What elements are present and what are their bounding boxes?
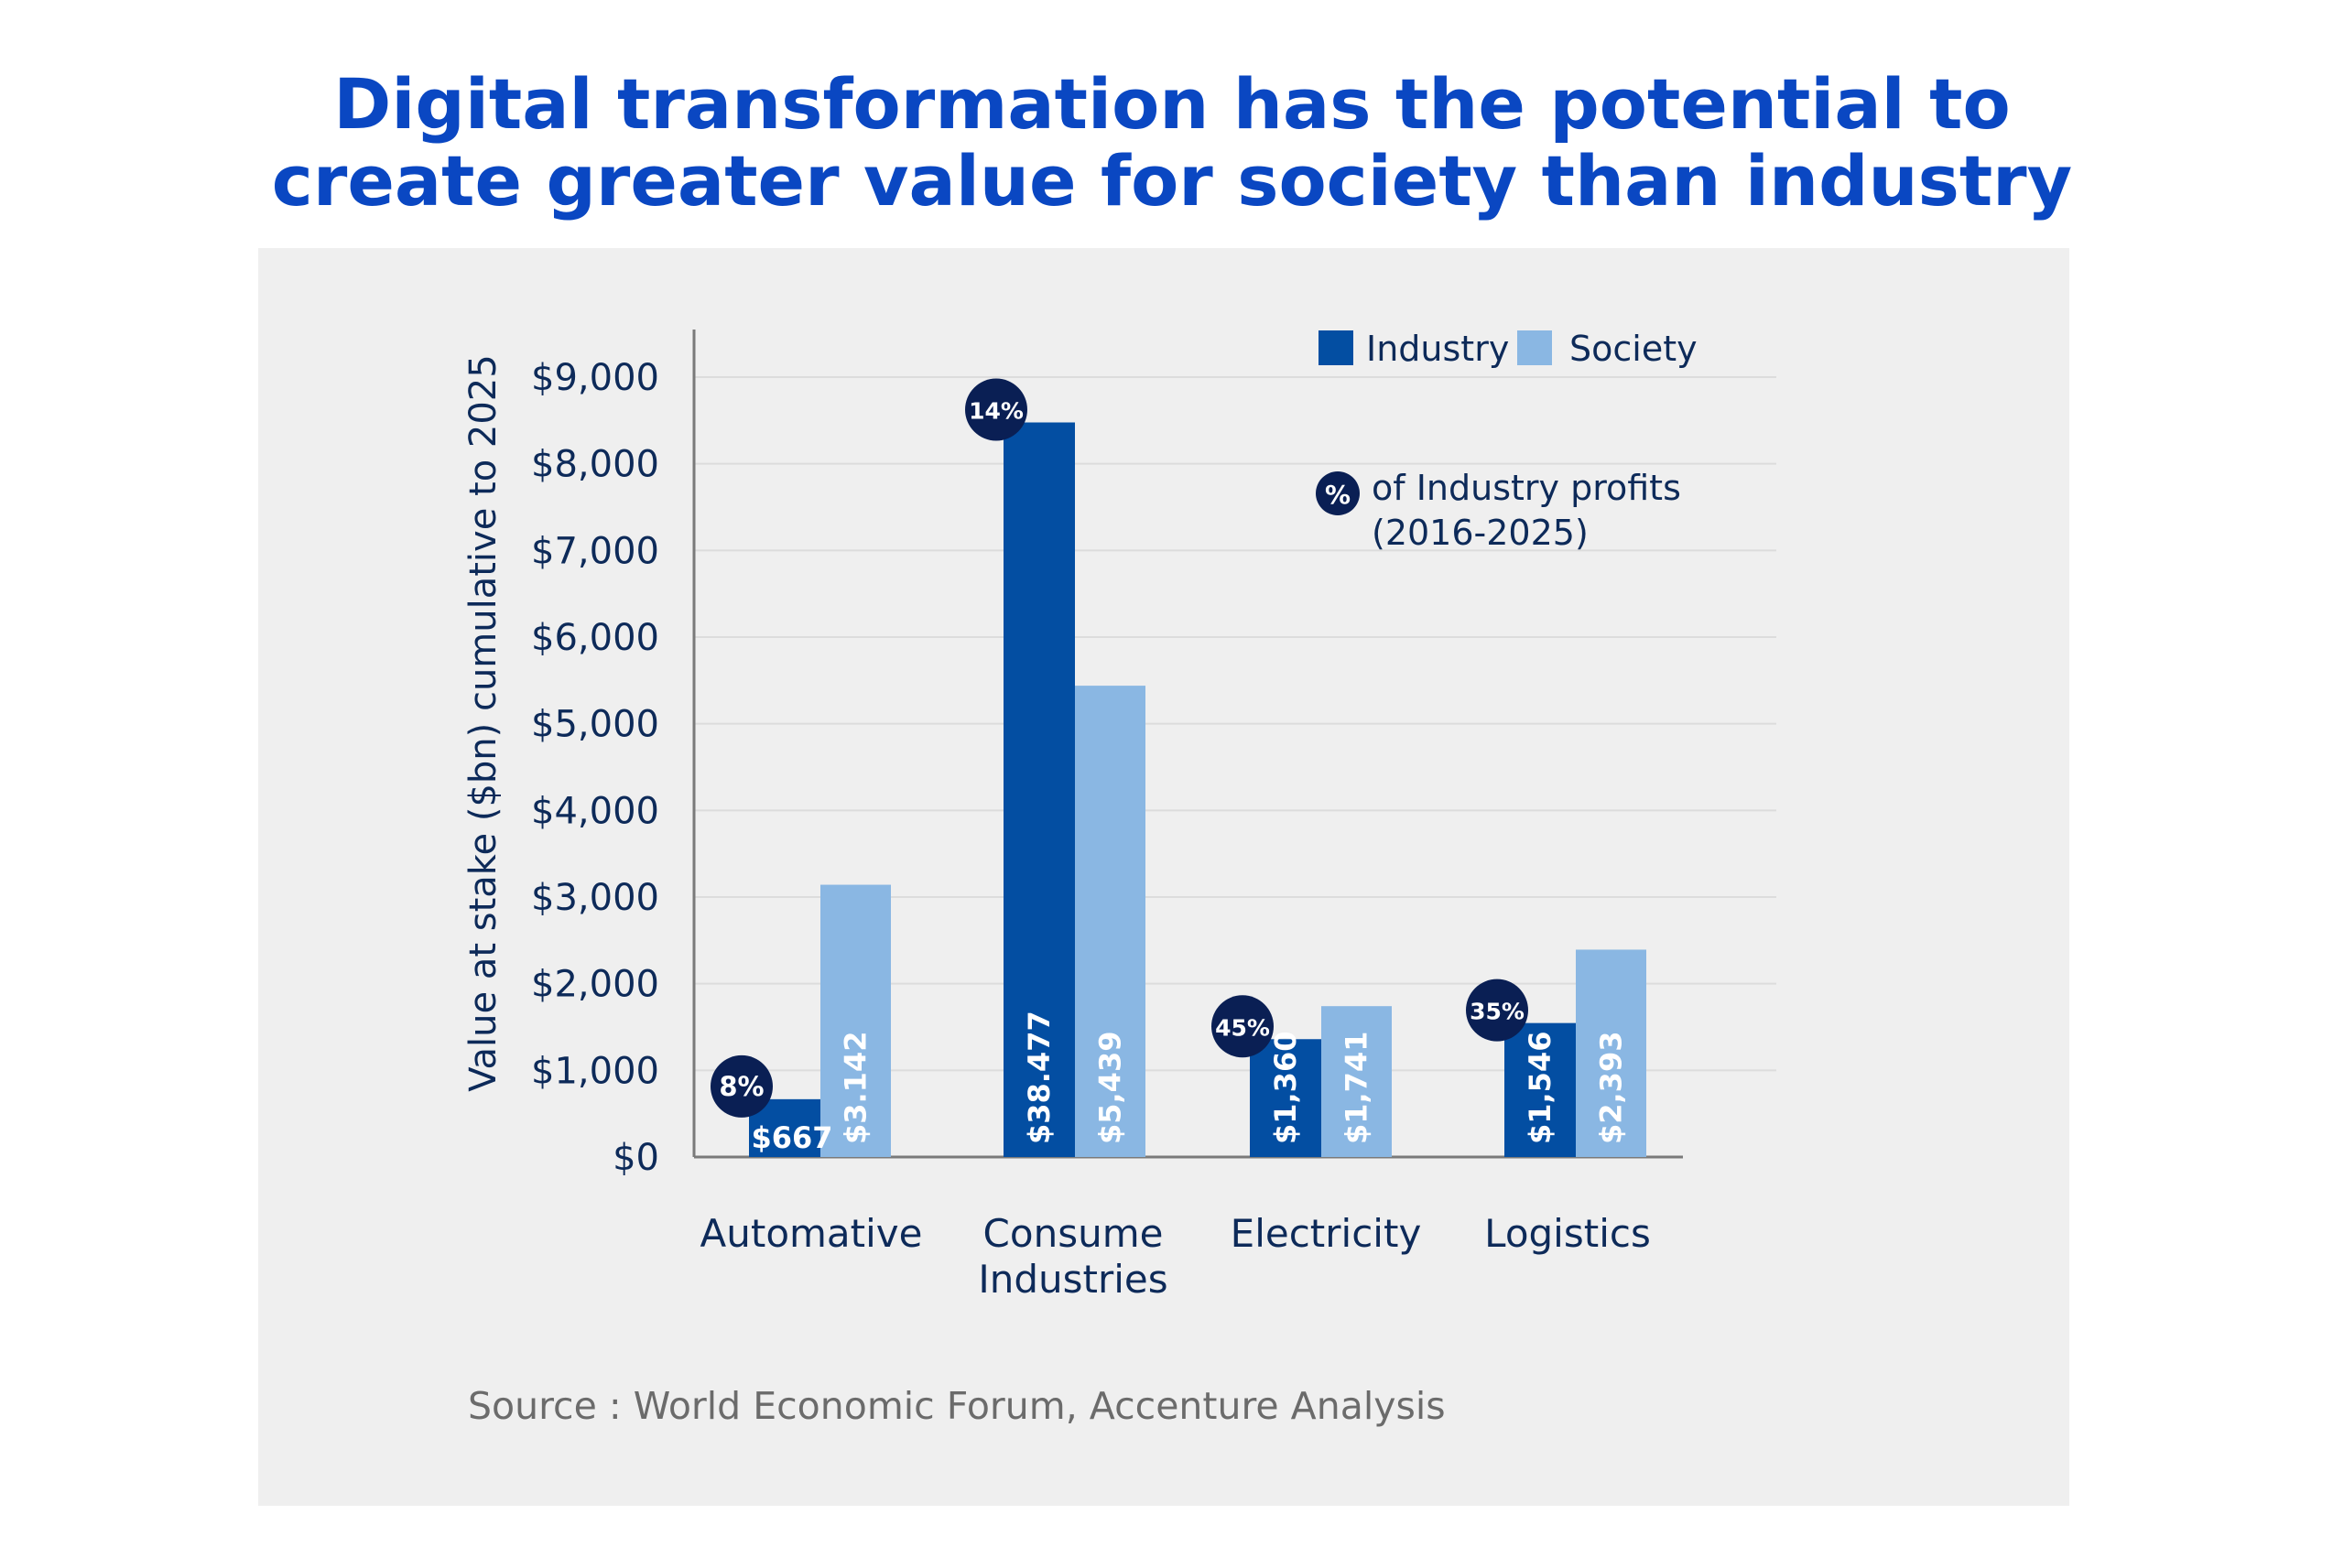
legend-swatch-society — [1517, 330, 1552, 365]
legend-label-industry: Industry — [1366, 329, 1509, 369]
chart-title-line-1: Digital transformation has the potential… — [333, 63, 2011, 145]
y-tick-label: $8,000 — [531, 444, 659, 486]
y-tick-label: $9,000 — [531, 357, 659, 399]
legend-note-line-1: of Industry profits — [1372, 468, 1681, 508]
profit-share-badge — [965, 378, 1027, 441]
profit-share-label: 45% — [1215, 1014, 1270, 1041]
society-bar — [1321, 1006, 1392, 1157]
society-bar — [1576, 949, 1646, 1157]
y-tick-label: $1,000 — [531, 1050, 659, 1092]
x-category-label-line: Electricity — [1231, 1211, 1422, 1256]
legend-swatch-industry — [1318, 330, 1353, 365]
industry-bar — [1504, 1022, 1576, 1157]
x-category-label: Logistics — [1484, 1211, 1651, 1256]
y-tick-label: $3,000 — [531, 877, 659, 919]
x-category-label: Electricity — [1231, 1211, 1422, 1256]
source-note: Source : World Economic Forum, Accenture… — [468, 1384, 1446, 1428]
legend-note-line-2: (2016-2025) — [1372, 513, 1589, 553]
y-tick-label: $6,000 — [531, 617, 659, 659]
chart-title: Digital transformation has the potential… — [0, 66, 2344, 220]
y-tick-label: $0 — [613, 1137, 659, 1179]
y-tick-label: $4,000 — [531, 790, 659, 832]
industry-value-label: $38.477 — [1022, 1011, 1057, 1144]
chart-title-line-2: create greater value for society than in… — [271, 140, 2073, 222]
legend-label-society: Society — [1569, 329, 1698, 369]
society-value-label: $3.142 — [839, 1032, 874, 1144]
y-tick-label: $2,000 — [531, 964, 659, 1006]
x-category-label-line: Consume — [983, 1211, 1164, 1256]
industry-bar — [1250, 1039, 1321, 1157]
x-category-label: Consume Industries — [978, 1211, 1167, 1302]
society-bar — [1075, 686, 1145, 1157]
y-tick-label: $5,000 — [531, 704, 659, 746]
profit-share-label: 14% — [969, 398, 1024, 425]
percent-badge-symbol: % — [1325, 480, 1351, 510]
y-tick-label: $7,000 — [531, 530, 659, 572]
x-category-label-line: Automative — [700, 1211, 923, 1256]
profit-share-label: 35% — [1470, 999, 1525, 1025]
industry-value-label: $1,546 — [1523, 1032, 1557, 1144]
profit-share-label: 8% — [719, 1071, 764, 1102]
industry-value-label: $667 — [751, 1120, 832, 1155]
y-axis-title: Value at stake ($bn) cumulative to 2025 — [462, 354, 505, 1091]
industry-bar — [1004, 422, 1075, 1157]
profit-share-badge — [1211, 995, 1274, 1058]
x-category-label-line: Logistics — [1484, 1211, 1651, 1256]
percent-badge-icon — [1316, 471, 1360, 515]
profit-share-badge — [1466, 979, 1528, 1042]
society-value-label: $1,741 — [1340, 1032, 1374, 1144]
x-category-label-line: Industries — [978, 1257, 1167, 1302]
society-value-label: $2,393 — [1594, 1032, 1629, 1144]
society-bar — [820, 884, 891, 1157]
x-category-label: Automative — [700, 1211, 923, 1256]
chart-panel — [258, 248, 2069, 1506]
society-value-label: $5,439 — [1093, 1032, 1128, 1144]
profit-share-badge — [711, 1054, 773, 1118]
industry-value-label: $1,360 — [1268, 1032, 1303, 1144]
